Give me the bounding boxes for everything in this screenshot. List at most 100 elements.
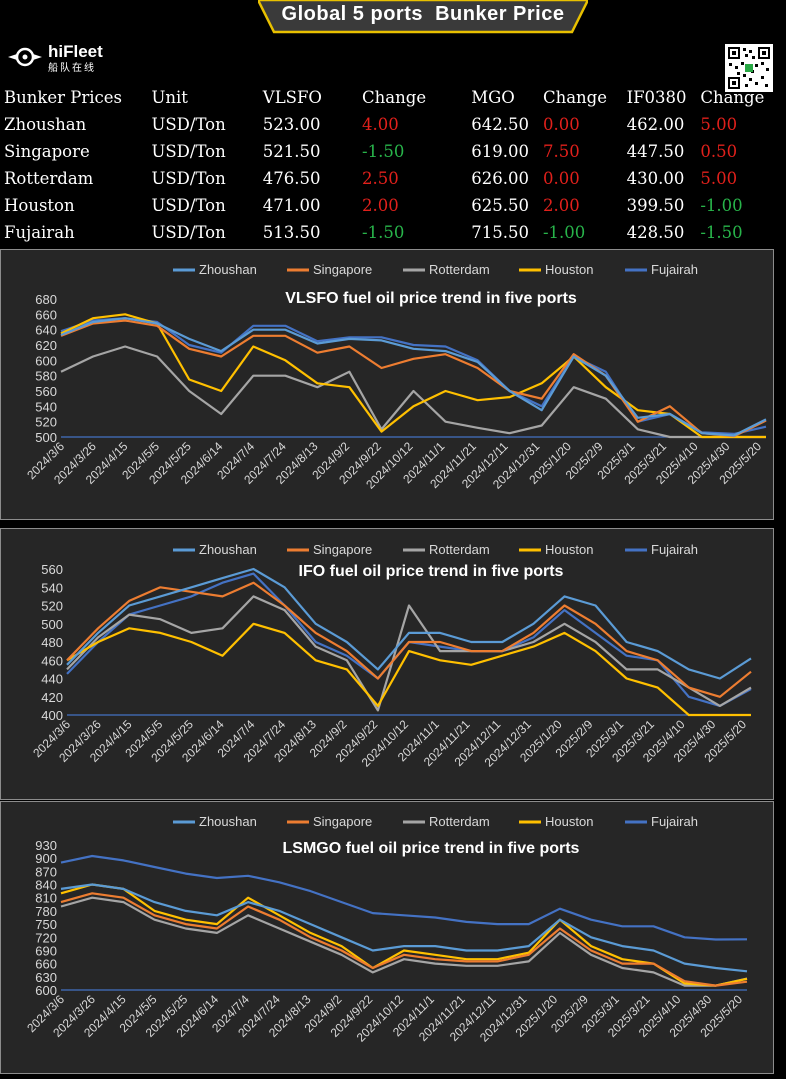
header-if0380-change: Change <box>700 88 765 107</box>
table-row: Houston USD/Ton 471.00 2.00 625.50 2.00 … <box>0 192 786 219</box>
title-banner: Global 5 ports Bunker Price <box>258 0 588 34</box>
y-tick-label: 900 <box>35 851 57 866</box>
legend-item: Houston <box>519 262 593 277</box>
series-line-fujairah <box>60 317 767 435</box>
legend-item: Fujairah <box>625 262 698 277</box>
y-tick-label: 840 <box>35 878 57 893</box>
header-vlsfo: VLSFO <box>262 88 322 107</box>
y-tick-label: 540 <box>35 399 57 414</box>
y-tick-label: 780 <box>35 904 57 919</box>
if0380-price: 399.50 <box>626 196 685 215</box>
series-line-singapore <box>60 892 748 987</box>
legend-label: Fujairah <box>651 262 698 277</box>
y-tick-label: 640 <box>35 323 57 338</box>
table-row: Singapore USD/Ton 521.50 -1.50 619.00 7.… <box>0 138 786 165</box>
mgo-change: 0.00 <box>542 115 580 134</box>
y-tick-label: 810 <box>35 891 57 906</box>
mgo-price: 715.50 <box>471 223 529 242</box>
y-tick-label: 750 <box>35 917 57 932</box>
table-row: Zhoushan USD/Ton 523.00 4.00 642.50 0.00… <box>0 111 786 138</box>
lsmgo-chart-panel: Zhoushan Singapore Rotterdam Houston Fujaira… <box>0 801 774 1074</box>
vlsfo-price: 476.50 <box>262 169 321 188</box>
vlsfo-change: -1.50 <box>362 142 405 161</box>
y-tick-label: 690 <box>35 943 57 958</box>
vlsfo-price: 471.00 <box>262 196 321 215</box>
y-tick-label: 660 <box>35 307 57 322</box>
header-vlsfo-change: Change <box>362 88 427 107</box>
qr-code <box>725 44 773 92</box>
series-line-singapore <box>66 581 752 698</box>
ifo-chart: Zhoushan Singapore Rotterdam Houston Fujaira… <box>30 542 752 770</box>
legend-item: Fujairah <box>625 814 698 829</box>
y-tick-label: 500 <box>35 430 57 445</box>
y-tick-label: 930 <box>35 838 57 853</box>
banner-title: Global 5 ports Bunker Price <box>281 3 565 25</box>
vlsfo-change: 4.00 <box>362 115 399 134</box>
legend-label: Rotterdam <box>429 262 490 277</box>
y-tick-label: 580 <box>35 369 57 384</box>
series-line-rotterdam <box>60 345 766 439</box>
series-line-houston <box>60 313 766 439</box>
y-tick-label: 420 <box>41 690 63 705</box>
legend-item: Rotterdam <box>403 814 490 829</box>
chart-title: IFO fuel oil price trend in five ports <box>299 563 564 580</box>
table-row: Fujairah USD/Ton 513.50 -1.50 715.50 -1.… <box>0 219 786 246</box>
vlsfo-chart-panel: Zhoushan Singapore Rotterdam Houston Fujaira… <box>0 249 774 520</box>
legend-label: Rotterdam <box>429 814 490 829</box>
if0380-change: 5.00 <box>700 169 738 188</box>
header-mgo: MGO <box>471 88 515 107</box>
port-name: Zhoushan <box>4 115 87 134</box>
if0380-price: 428.50 <box>626 223 685 242</box>
chart-title: VLSFO fuel oil price trend in five ports <box>285 290 577 307</box>
if0380-change: -1.00 <box>700 196 743 215</box>
legend-label: Fujairah <box>651 814 698 829</box>
y-tick-label: 520 <box>35 415 57 430</box>
legend-item: Zhoushan <box>173 814 257 829</box>
legend-label: Houston <box>545 814 593 829</box>
y-tick-label: 480 <box>41 635 63 650</box>
legend-item: Singapore <box>287 262 372 277</box>
header-if0380: IF0380 <box>626 88 687 107</box>
vlsfo-price: 523.00 <box>262 115 321 134</box>
hifleet-logo: hiFleet 船队在线 <box>8 42 158 74</box>
y-tick-label: 560 <box>41 562 63 577</box>
if0380-change: -1.50 <box>700 223 743 242</box>
if0380-price: 430.00 <box>626 169 685 188</box>
port-name: Rotterdam <box>4 169 94 188</box>
legend-item: Rotterdam <box>403 542 490 557</box>
y-tick-label: 600 <box>35 983 57 998</box>
legend-label: Rotterdam <box>429 542 490 557</box>
legend-item: Singapore <box>287 814 372 829</box>
legend-item: Zhoushan <box>173 542 257 557</box>
series-line-singapore <box>60 319 767 438</box>
compass-icon <box>8 47 42 67</box>
y-tick-label: 680 <box>35 292 57 307</box>
series-line-zhoushan <box>66 567 752 680</box>
y-tick-label: 460 <box>41 653 63 668</box>
y-tick-label: 660 <box>35 957 57 972</box>
series-line-zhoushan <box>60 883 748 973</box>
if0380-change: 5.00 <box>700 115 738 134</box>
series-line-rotterdam <box>60 896 748 987</box>
bunker-price-table: Bunker Prices Unit VLSFO Change MGO Chan… <box>0 84 786 246</box>
logo-subtitle: 船队在线 <box>48 63 96 74</box>
mgo-change: -1.00 <box>542 223 586 242</box>
lsmgo-chart: Zhoushan Singapore Rotterdam Houston Fujaira… <box>24 814 748 1045</box>
legend-item: Singapore <box>287 542 372 557</box>
mgo-price: 626.00 <box>471 169 529 188</box>
banner-shape <box>258 0 588 34</box>
unit-cell: USD/Ton <box>151 223 226 242</box>
legend-label: Zhoushan <box>199 262 257 277</box>
mgo-change: 7.50 <box>542 142 580 161</box>
y-tick-label: 500 <box>41 617 63 632</box>
if0380-change: 0.50 <box>700 142 738 161</box>
y-tick-label: 400 <box>41 708 63 723</box>
legend-item: Houston <box>519 814 593 829</box>
series-line-houston <box>60 883 748 987</box>
legend-item: Houston <box>519 542 593 557</box>
y-tick-label: 440 <box>41 672 63 687</box>
if0380-price: 447.50 <box>626 142 685 161</box>
series-line-houston <box>66 622 751 717</box>
port-name: Fujairah <box>4 223 75 242</box>
legend-label: Zhoushan <box>199 814 257 829</box>
